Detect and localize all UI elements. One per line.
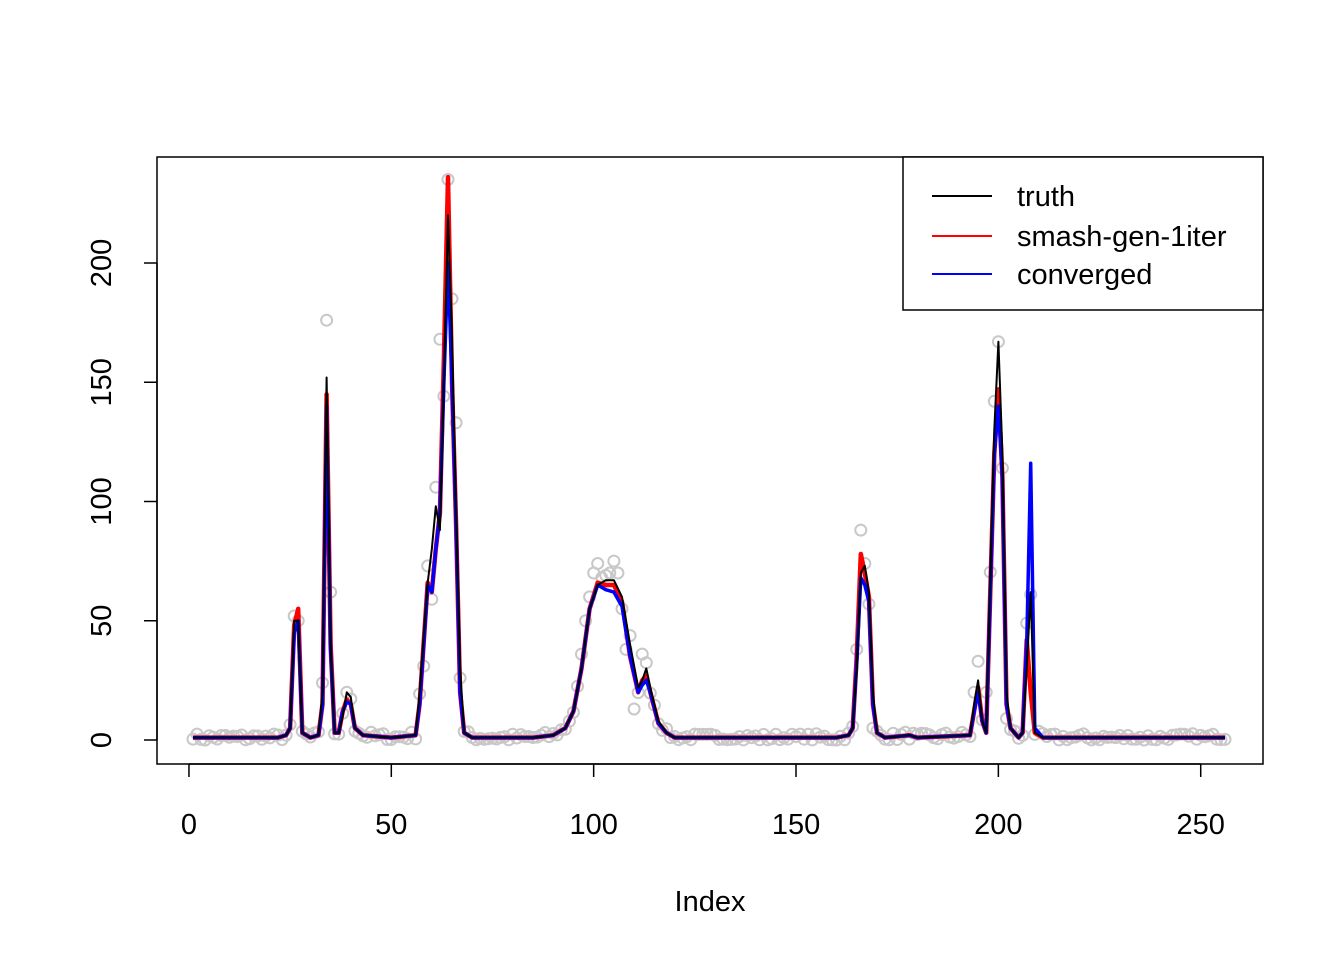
observation-point [591,557,605,570]
observation-point [320,313,334,327]
observation-point [696,727,710,741]
observation-point [603,566,617,580]
y-tick-label: 100 [86,477,118,525]
legend-box [902,156,1264,311]
observation-point [692,727,706,741]
series-lines [193,174,1225,740]
observation-point [882,733,896,747]
y-tick-label: 0 [86,732,118,748]
legend-label: truth [1017,181,1075,213]
observation-point [607,554,621,568]
observation-point [1052,733,1066,747]
y-axis: 0 50 100 150 200 [86,239,158,748]
series-line-truth [193,214,1225,739]
observation-point [611,566,625,580]
x-axis-title: Index [675,886,746,918]
x-tick-label: 50 [375,809,407,841]
observation-point [1137,733,1151,747]
observation-point [825,733,839,747]
legend-label: smash-gen-1iter [1017,221,1227,253]
x-tick-label: 200 [974,809,1022,841]
observation-point [854,523,868,537]
y-tick-label: 200 [86,239,118,287]
legend-label: converged [1017,259,1152,291]
observation-point [971,654,985,668]
x-tick-label: 250 [1177,809,1225,841]
x-tick-label: 0 [181,809,197,841]
x-axis: 0 50 100 150 200 250 [181,763,1225,841]
y-tick-label: 50 [86,605,118,637]
observation-point [627,702,641,716]
observation-point [842,726,856,740]
observation-point [700,727,714,741]
observation-point [830,733,843,747]
y-tick-label: 150 [86,358,118,406]
legend: truth smash-gen-1iter converged [902,156,1264,311]
x-tick-label: 150 [772,809,820,841]
observation-point [449,416,463,430]
x-tick-label: 100 [569,809,617,841]
